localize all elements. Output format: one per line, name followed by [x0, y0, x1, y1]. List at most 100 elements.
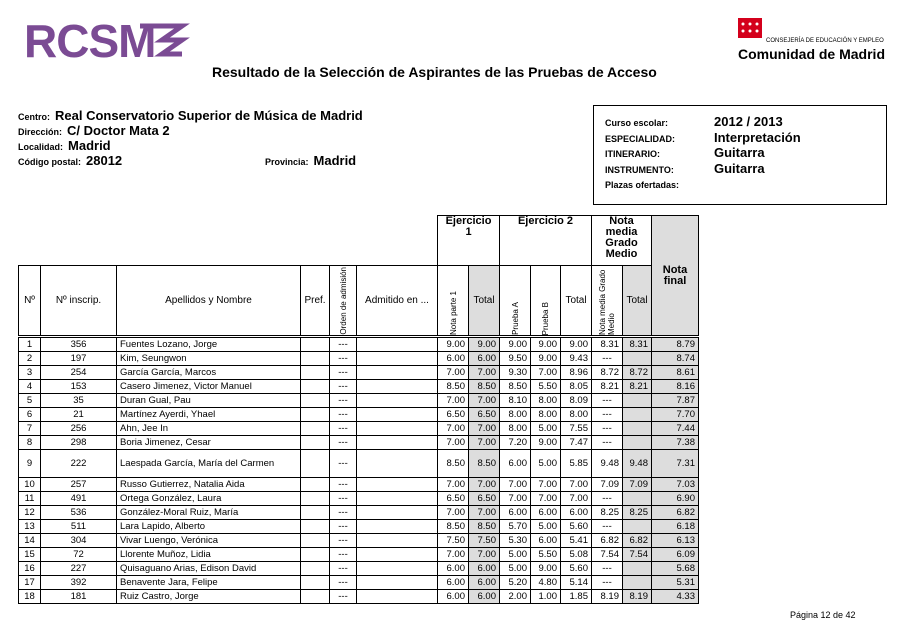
cell-text: 536 [70, 507, 87, 518]
field: Provincia: Madrid [265, 153, 356, 168]
table-cell: 8.00 [499, 407, 531, 422]
table-cell [356, 519, 438, 534]
cell-text: 1 [26, 339, 33, 350]
table-cell [356, 575, 438, 590]
cell-text: 7.50 [477, 535, 497, 546]
cell-text: 9.30 [508, 367, 528, 378]
table-cell: 7.00 [437, 435, 469, 450]
cell-text: 8.72 [600, 367, 620, 378]
table-cell: 8.96 [560, 365, 592, 380]
table-cell: 8.72 [591, 365, 623, 380]
cell-text: Prueba A [510, 302, 520, 335]
cell-text: 8.31 [629, 339, 649, 350]
table-cell: 7 [18, 421, 41, 436]
table-cell: --- [329, 491, 357, 506]
table-cell: 1 [18, 337, 41, 352]
cell-text: 8.25 [629, 507, 649, 518]
field-label: INSTRUMENTO: [605, 164, 674, 175]
table-cell: Kim, Seungwon [116, 351, 301, 366]
column-header: Nota parte 1 [437, 265, 469, 336]
cell-text: García García, Marcos [120, 367, 217, 378]
cell-text: 6 [26, 409, 33, 420]
table-cell: 5.70 [499, 519, 531, 534]
table-cell: 7.38 [651, 435, 699, 450]
table-cell: 8.50 [468, 519, 500, 534]
field-value: Interpretación [714, 129, 801, 145]
cell-text: 35 [73, 395, 84, 406]
cell-text: Ejercicio 1 [445, 215, 492, 238]
cell-text: Prueba B [541, 301, 550, 335]
cell-text: --- [602, 409, 612, 420]
table-cell: --- [329, 505, 357, 520]
table-cell [622, 393, 652, 408]
cell-text: 6.00 [508, 458, 528, 469]
cell-text: 7.00 [477, 549, 497, 560]
cell-text: 9 [26, 458, 33, 469]
table-cell [356, 505, 438, 520]
table-cell: 8.19 [591, 589, 623, 604]
table-cell: 6.00 [437, 575, 469, 590]
table-cell: 7.09 [622, 477, 652, 492]
cell-text: Nota parte 1 [448, 290, 458, 335]
cell-text: 7.00 [477, 423, 497, 434]
cell-text: 18 [24, 591, 35, 602]
cell-text: 5.20 [508, 577, 528, 588]
cell-text: Llorente Muñoz, Lidia [120, 549, 211, 560]
column-header: Apellidos y Nombre [116, 265, 301, 336]
table-cell: Boria Jimenez, Cesar [116, 435, 301, 450]
cell-text: 5.41 [569, 535, 589, 546]
table-cell: 7.00 [530, 477, 561, 492]
cell-text: 9.00 [538, 353, 558, 364]
table-cell [300, 379, 330, 394]
cell-text: 8.50 [477, 521, 497, 532]
cell-text: 7.09 [600, 479, 620, 490]
table-cell [622, 561, 652, 576]
table-cell: 5.60 [560, 561, 592, 576]
table-cell: 4.80 [530, 575, 561, 590]
cell-text: 5.00 [508, 549, 528, 560]
table-cell: 9.00 [499, 337, 531, 352]
cell-text: 6.00 [446, 577, 466, 588]
field-value: Guitarra [714, 160, 765, 176]
cell-text: 72 [73, 549, 84, 560]
cell-text: 8.10 [508, 395, 528, 406]
cell-text: Nº [24, 295, 35, 306]
cell-text: 8.00 [538, 395, 558, 406]
cell-text: Russo Gutierrez, Natalia Aida [120, 479, 245, 490]
cell-text: Total [626, 295, 648, 306]
cell-text: 6.50 [446, 493, 466, 504]
table-cell: 6.00 [499, 449, 531, 478]
table-cell: 7.70 [651, 407, 699, 422]
table-cell: --- [591, 351, 623, 366]
table-cell: 356 [40, 337, 117, 352]
table-cell: 6.50 [468, 491, 500, 506]
cell-text: Ejercicio 2 [517, 215, 574, 227]
field-value: Madrid [68, 138, 111, 153]
table-cell: --- [329, 435, 357, 450]
cell-text: 6.00 [477, 563, 497, 574]
cell-text: --- [602, 395, 612, 406]
table-cell [300, 407, 330, 422]
table-cell: 7.00 [437, 477, 469, 492]
table-cell: 7.00 [437, 393, 469, 408]
group-header: Ejercicio 1 [437, 215, 500, 266]
field-value: Guitarra [714, 145, 765, 160]
cell-text: 8.09 [569, 395, 589, 406]
cell-text: 7.38 [676, 437, 696, 448]
table-cell: 7.31 [651, 449, 699, 478]
table-cell: 6.00 [437, 351, 469, 366]
cell-text: Benavente Jara, Felipe [120, 577, 218, 588]
cell-text: 256 [70, 423, 87, 434]
table-cell: 7.00 [468, 505, 500, 520]
cell-text: 6.00 [477, 353, 497, 364]
table-cell: --- [329, 561, 357, 576]
cell-text: 5.85 [569, 458, 589, 469]
cell-text: 8.50 [477, 458, 497, 469]
cell-text: 181 [70, 591, 87, 602]
table-cell: 12 [18, 505, 41, 520]
table-cell: 181 [40, 589, 117, 604]
table-cell: 8.19 [622, 589, 652, 604]
table-cell [356, 337, 438, 352]
field: Código postal: 28012 [18, 153, 122, 168]
cell-text: 7.00 [569, 493, 589, 504]
